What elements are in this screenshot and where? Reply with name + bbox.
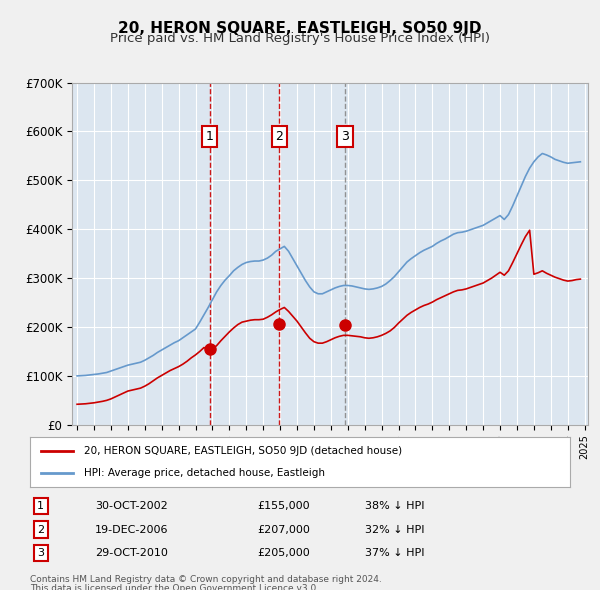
- Text: 2: 2: [37, 525, 44, 535]
- Text: 32% ↓ HPI: 32% ↓ HPI: [365, 525, 424, 535]
- Text: 20, HERON SQUARE, EASTLEIGH, SO50 9JD: 20, HERON SQUARE, EASTLEIGH, SO50 9JD: [118, 21, 482, 35]
- Text: 2: 2: [275, 130, 283, 143]
- Text: HPI: Average price, detached house, Eastleigh: HPI: Average price, detached house, East…: [84, 468, 325, 478]
- Text: 1: 1: [206, 130, 214, 143]
- Text: Price paid vs. HM Land Registry's House Price Index (HPI): Price paid vs. HM Land Registry's House …: [110, 32, 490, 45]
- Text: £205,000: £205,000: [257, 548, 310, 558]
- Text: 1: 1: [37, 501, 44, 511]
- Text: 3: 3: [37, 548, 44, 558]
- Text: 38% ↓ HPI: 38% ↓ HPI: [365, 501, 424, 511]
- Text: 3: 3: [341, 130, 349, 143]
- Text: 29-OCT-2010: 29-OCT-2010: [95, 548, 167, 558]
- Text: £207,000: £207,000: [257, 525, 310, 535]
- Text: 20, HERON SQUARE, EASTLEIGH, SO50 9JD (detached house): 20, HERON SQUARE, EASTLEIGH, SO50 9JD (d…: [84, 445, 402, 455]
- Text: 30-OCT-2002: 30-OCT-2002: [95, 501, 167, 511]
- Text: 19-DEC-2006: 19-DEC-2006: [95, 525, 168, 535]
- Text: £155,000: £155,000: [257, 501, 310, 511]
- Text: This data is licensed under the Open Government Licence v3.0.: This data is licensed under the Open Gov…: [30, 584, 319, 590]
- Text: 37% ↓ HPI: 37% ↓ HPI: [365, 548, 424, 558]
- Text: Contains HM Land Registry data © Crown copyright and database right 2024.: Contains HM Land Registry data © Crown c…: [30, 575, 382, 584]
